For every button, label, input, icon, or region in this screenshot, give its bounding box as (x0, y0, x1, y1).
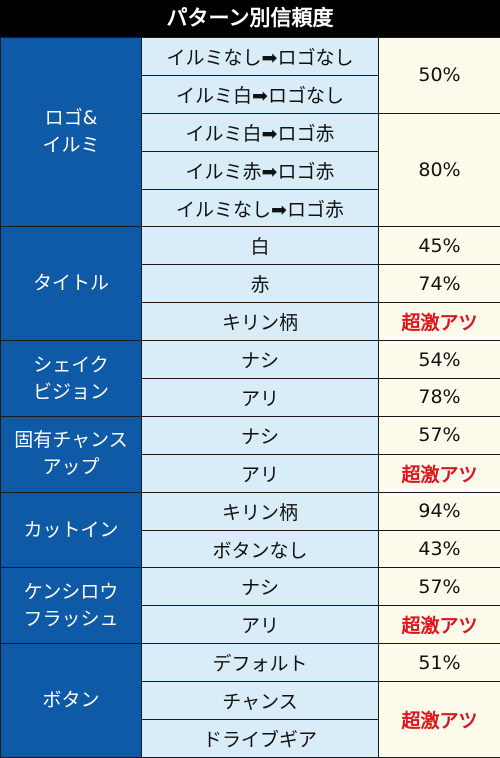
category-chance-up: 固有チャンス アップ (1, 416, 142, 492)
rate-cell-hot: 超激アツ (379, 682, 500, 758)
table-row: ロゴ& イルミ イルミなし➡ロゴなし 50% (1, 38, 500, 76)
pattern-cell: アリ (142, 379, 379, 417)
pattern-cell: ナシ (142, 341, 379, 379)
rate-cell: 74% (379, 265, 500, 303)
pattern-cell: チャンス (142, 682, 379, 720)
category-line: ロゴ& (1, 105, 141, 132)
category-line: ボタン (1, 687, 141, 714)
rate-cell: 51% (379, 644, 500, 682)
pattern-cell: アリ (142, 454, 379, 492)
table-row: ボタン デフォルト 51% (1, 644, 500, 682)
category-line: アップ (1, 454, 141, 481)
pattern-cell: イルミ赤➡ロゴ赤 (142, 151, 379, 189)
pattern-cell: 赤 (142, 265, 379, 303)
category-kenshiro-flash: ケンシロウ フラッシュ (1, 568, 142, 644)
pattern-cell: キリン柄 (142, 303, 379, 341)
category-line: イルミ (1, 132, 141, 159)
table-row: シェイク ビジョン ナシ 54% (1, 341, 500, 379)
category-line: ケンシロウ (1, 579, 141, 606)
rate-cell: 54% (379, 341, 500, 379)
rate-cell: 80% (379, 113, 500, 227)
pattern-cell: イルミ白➡ロゴなし (142, 75, 379, 113)
rate-cell-hot: 超激アツ (379, 606, 500, 644)
rate-cell: 45% (379, 227, 500, 265)
table-row: ケンシロウ フラッシュ ナシ 57% (1, 568, 500, 606)
pattern-cell: ボタンなし (142, 530, 379, 568)
table-row: タイトル 白 45% (1, 227, 500, 265)
pattern-cell: ナシ (142, 568, 379, 606)
category-line: 固有チャンス (1, 427, 141, 454)
rate-cell: 57% (379, 568, 500, 606)
category-cut-in: カットイン (1, 492, 142, 568)
category-title: タイトル (1, 227, 142, 341)
category-line: ビジョン (1, 379, 141, 406)
rate-cell: 43% (379, 530, 500, 568)
table-row: 固有チャンス アップ ナシ 57% (1, 416, 500, 454)
category-line: シェイク (1, 352, 141, 379)
category-line: フラッシュ (1, 606, 141, 633)
pattern-cell: ドライブギア (142, 720, 379, 758)
rate-cell-hot: 超激アツ (379, 303, 500, 341)
pattern-cell: イルミなし➡ロゴ赤 (142, 189, 379, 227)
rate-cell: 50% (379, 38, 500, 114)
category-button: ボタン (1, 644, 142, 758)
pattern-cell: イルミなし➡ロゴなし (142, 38, 379, 76)
pattern-cell: ナシ (142, 416, 379, 454)
pattern-cell: デフォルト (142, 644, 379, 682)
category-shake-vision: シェイク ビジョン (1, 341, 142, 417)
pattern-cell: イルミ白➡ロゴ赤 (142, 113, 379, 151)
category-line: タイトル (1, 270, 141, 297)
category-logo-illumi: ロゴ& イルミ (1, 38, 142, 227)
reliability-table: ロゴ& イルミ イルミなし➡ロゴなし 50% イルミ白➡ロゴなし イルミ白➡ロゴ… (0, 37, 500, 758)
pattern-cell: キリン柄 (142, 492, 379, 530)
table-row: カットイン キリン柄 94% (1, 492, 500, 530)
rate-cell: 94% (379, 492, 500, 530)
rate-cell: 57% (379, 416, 500, 454)
table-title: パターン別信頼度 (0, 0, 500, 37)
rate-cell: 78% (379, 379, 500, 417)
category-line: カットイン (1, 517, 141, 544)
pattern-cell: アリ (142, 606, 379, 644)
pattern-cell: 白 (142, 227, 379, 265)
rate-cell-hot: 超激アツ (379, 454, 500, 492)
